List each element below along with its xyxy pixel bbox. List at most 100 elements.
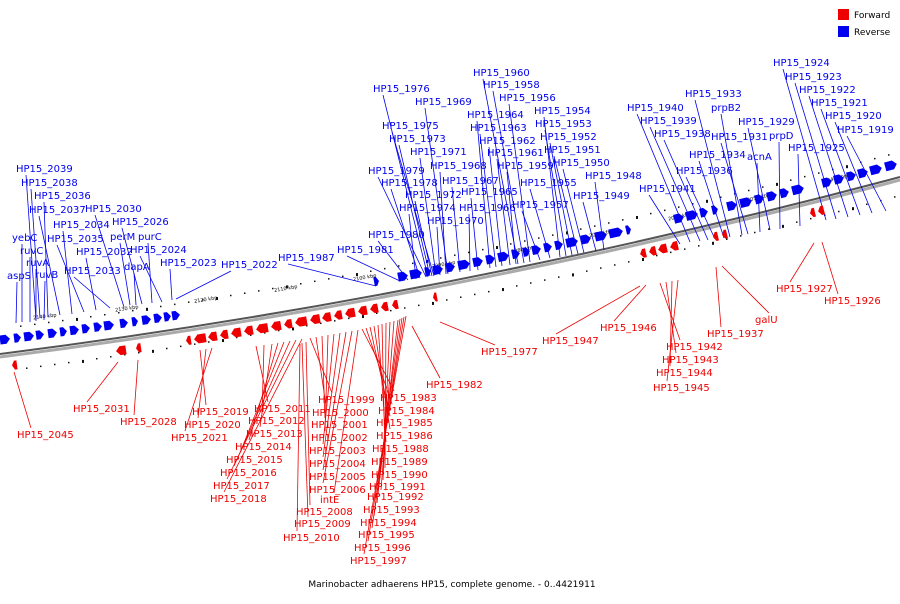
track-dot xyxy=(194,343,196,345)
forward-leader-line xyxy=(226,339,297,480)
reverse-leader-line xyxy=(663,139,709,241)
track-dot xyxy=(418,304,420,307)
track-dot xyxy=(34,323,36,326)
reverse-gene-label: HP15_1948 xyxy=(585,171,642,182)
reverse-gene-label: HP15_1940 xyxy=(627,103,684,114)
forward-gene-label: HP15_2017 xyxy=(213,481,270,492)
reverse-gene-label: HP15_2023 xyxy=(160,258,217,269)
track-dot xyxy=(306,325,308,327)
leader-lines xyxy=(13,68,887,555)
reverse-gene-label: HP15_1962 xyxy=(479,136,536,147)
forward-gene-label: HP15_1927 xyxy=(776,284,833,295)
forward-gene-label: HP15_1999 xyxy=(318,395,375,406)
reverse-gene-arrow xyxy=(685,210,698,221)
forward-leader-line xyxy=(381,323,386,456)
reverse-gene-arrow xyxy=(531,245,541,256)
reverse-gene-label: HP15_2033 xyxy=(64,266,121,277)
forward-leader-line xyxy=(439,321,496,346)
track-dot xyxy=(26,367,28,369)
forward-leader-line xyxy=(322,330,353,484)
track-dot xyxy=(174,303,176,306)
reverse-gene-arrow xyxy=(445,262,455,273)
track-dot xyxy=(244,292,246,294)
reverse-gene-arrow xyxy=(625,225,631,235)
reverse-gene-label: HP15_1968 xyxy=(430,161,487,172)
reverse-leader-line xyxy=(492,90,525,264)
forward-gene-label: HP15_2015 xyxy=(226,455,283,466)
reverse-leader-line xyxy=(582,201,597,252)
track-dot xyxy=(138,351,140,354)
reverse-gene-label: dapA xyxy=(124,262,150,273)
track-dot xyxy=(236,336,238,339)
reverse-leader-line xyxy=(287,263,377,287)
forward-gene-arrow xyxy=(136,343,142,353)
reverse-leader-line xyxy=(377,176,427,278)
reverse-gene-label: HP15_1971 xyxy=(410,147,467,158)
reverse-gene-label: HP15_1941 xyxy=(639,184,696,195)
forward-gene-label: HP15_2010 xyxy=(283,533,340,544)
reverse-gene-label: HP15_1936 xyxy=(676,166,733,177)
forward-leader-line xyxy=(361,328,395,392)
track-dot xyxy=(62,319,64,322)
reverse-gene-label: HP15_1972 xyxy=(405,190,462,201)
forward-gene-arrow xyxy=(370,303,379,314)
reverse-gene-label: HP15_1934 xyxy=(689,150,746,161)
reverse-leader-line xyxy=(476,120,491,269)
reverse-gene-arrow xyxy=(131,317,138,327)
track-dot xyxy=(684,248,686,250)
track-dot xyxy=(614,264,616,266)
reverse-gene-arrow xyxy=(141,315,151,325)
forward-gene-label: HP15_1995 xyxy=(358,530,415,541)
reverse-gene-arrow xyxy=(103,320,114,331)
forward-gene-arrow xyxy=(194,333,207,344)
track-dot xyxy=(258,290,260,292)
forward-leader-line xyxy=(223,338,303,493)
track-dot xyxy=(726,238,728,240)
track-dot xyxy=(580,228,582,230)
track-dot xyxy=(524,240,526,242)
forward-gene-label: HP15_2003 xyxy=(309,446,366,457)
forward-gene-label: HP15_1945 xyxy=(653,383,710,394)
reverse-swatch xyxy=(838,26,849,37)
track-dot xyxy=(384,267,386,270)
track-dot xyxy=(846,165,848,169)
reverse-gene-label: ruvA xyxy=(26,258,49,269)
reverse-gene-label: HP15_1964 xyxy=(467,110,524,121)
forward-gene-arrow xyxy=(810,207,817,218)
reverse-leader-line xyxy=(419,157,437,276)
track-dot xyxy=(874,157,876,160)
track-dot xyxy=(838,210,840,213)
forward-gene-label: HP15_1989 xyxy=(371,457,428,468)
forward-gene-label: HP15_2006 xyxy=(309,485,366,496)
track-dot xyxy=(300,283,302,285)
forward-gene-label: HP15_2014 xyxy=(235,442,292,453)
track-dot xyxy=(250,334,252,336)
reverse-gene-arrow xyxy=(846,171,856,182)
forward-gene-label: HP15_2005 xyxy=(309,472,366,483)
reverse-gene-arrow xyxy=(726,200,737,212)
forward-leader-line xyxy=(380,320,395,491)
track-dot xyxy=(482,248,484,251)
track-dot xyxy=(82,359,84,363)
reverse-leader-line xyxy=(62,230,73,315)
reverse-leader-line xyxy=(562,168,585,254)
forward-gene-arrow xyxy=(392,299,399,310)
track-dot xyxy=(216,297,218,301)
reverse-gene-arrow xyxy=(739,197,752,208)
reverse-leader-line xyxy=(553,155,579,255)
reverse-gene-arrow xyxy=(673,213,684,224)
reverse-gene-label: HP15_1955 xyxy=(520,178,577,189)
reverse-gene-label: HP15_1923 xyxy=(785,72,842,83)
reverse-gene-label: HP15_1959 xyxy=(497,161,554,172)
track-dot xyxy=(804,175,806,178)
forward-gene-label: HP15_1984 xyxy=(378,406,435,417)
track-dot xyxy=(460,296,462,298)
track-dot xyxy=(636,215,638,219)
reverse-gene-label: HP15_1952 xyxy=(540,132,597,143)
reverse-gene-arrow xyxy=(119,318,128,329)
track-dot xyxy=(538,237,540,239)
track-dot xyxy=(222,339,224,343)
tick-label: 2130 kbp xyxy=(115,304,139,313)
reverse-leader-line xyxy=(694,99,731,238)
